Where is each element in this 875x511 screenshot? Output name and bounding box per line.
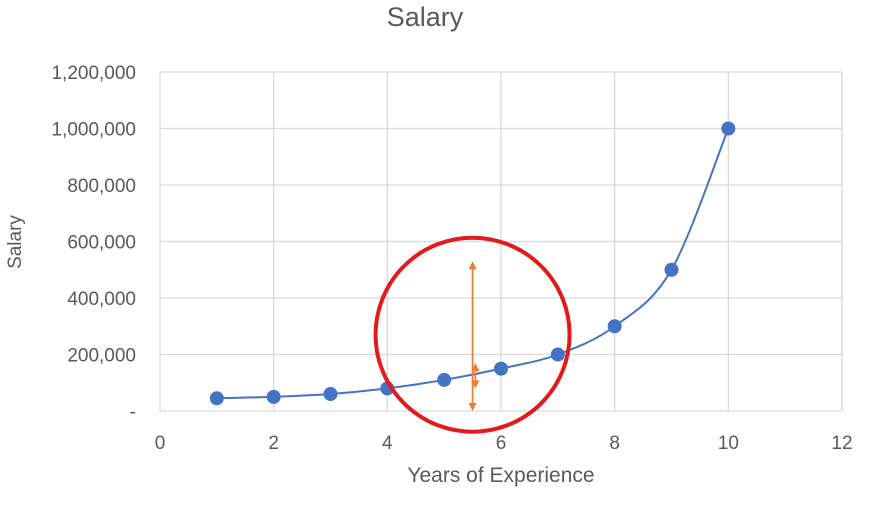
series-group <box>209 121 736 406</box>
data-point <box>323 387 338 402</box>
y-tick-label: 1,200,000 <box>51 63 136 84</box>
data-point <box>494 361 508 376</box>
x-axis-title: Years of Experience <box>407 464 595 487</box>
x-tick-label: 0 <box>155 433 166 454</box>
y-tick-label: 200,000 <box>67 346 136 367</box>
chart-title: Salary <box>386 2 464 32</box>
data-point <box>664 262 679 277</box>
x-tick-label: 12 <box>831 433 852 454</box>
arrow-head-up <box>468 261 477 270</box>
highlight-circle <box>373 235 572 434</box>
y-tick-label: 800,000 <box>67 176 136 197</box>
y-tick-label: 1,000,000 <box>51 120 136 141</box>
data-point <box>550 347 565 362</box>
x-tick-label: 10 <box>718 433 739 454</box>
gridlines <box>159 71 843 412</box>
y-tick-labels: - 200,000 400,000 600,000 800,000 1,000,000 1,… <box>51 63 136 423</box>
data-point <box>209 391 224 406</box>
x-tick-label: 8 <box>609 433 620 454</box>
arrow-head-down <box>471 380 480 389</box>
data-point <box>607 319 622 334</box>
arrow-head-up <box>471 362 480 371</box>
arrow-head-down <box>468 403 477 411</box>
x-tick-label: 2 <box>268 433 279 454</box>
data-point <box>437 372 452 387</box>
y-tick-label: 600,000 <box>67 233 136 254</box>
data-point <box>266 389 281 404</box>
annotation-group <box>373 235 572 434</box>
y-tick-label: - <box>130 402 136 423</box>
y-tick-label: 400,000 <box>67 289 136 310</box>
x-tick-label: 4 <box>382 433 393 454</box>
data-point <box>721 121 736 136</box>
x-tick-label: 6 <box>496 433 507 454</box>
x-tick-labels: 0 2 4 6 8 10 12 <box>155 433 853 454</box>
